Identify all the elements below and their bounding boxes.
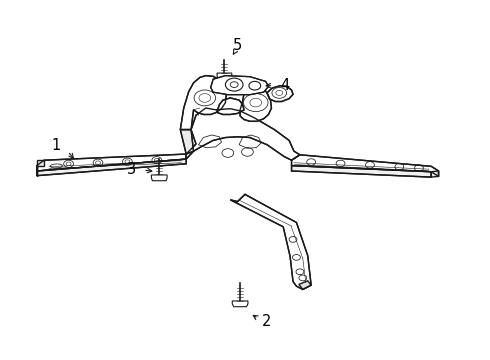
Polygon shape (37, 154, 186, 171)
Text: 5: 5 (233, 37, 242, 53)
Polygon shape (37, 160, 44, 176)
Polygon shape (151, 175, 167, 181)
Polygon shape (267, 86, 293, 102)
Polygon shape (186, 108, 300, 160)
Polygon shape (240, 82, 271, 121)
Polygon shape (238, 194, 309, 288)
Text: 3: 3 (127, 162, 136, 177)
Text: 1: 1 (52, 138, 61, 153)
Polygon shape (180, 76, 226, 130)
Text: 4: 4 (281, 78, 290, 93)
Polygon shape (292, 155, 439, 176)
Polygon shape (232, 301, 248, 307)
Polygon shape (217, 73, 232, 78)
Polygon shape (230, 194, 311, 289)
Polygon shape (431, 171, 439, 177)
Polygon shape (211, 76, 269, 95)
Polygon shape (217, 98, 244, 114)
Polygon shape (37, 159, 186, 176)
Text: 2: 2 (262, 314, 272, 329)
Polygon shape (299, 281, 311, 289)
Polygon shape (292, 166, 431, 177)
Polygon shape (180, 130, 194, 154)
